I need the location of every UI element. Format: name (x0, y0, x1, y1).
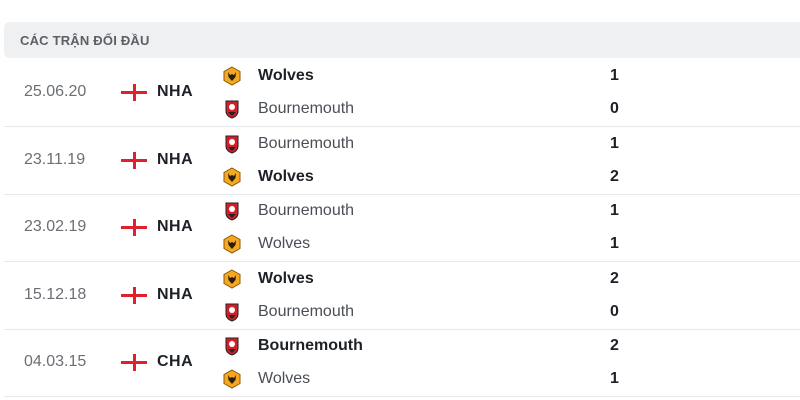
team-score: 1 (610, 134, 619, 152)
team-line: Wolves 1 (222, 367, 642, 391)
team-score: 1 (610, 235, 619, 252)
team-line: Bournemouth 1 (222, 132, 642, 156)
team-name: Wolves (258, 235, 311, 252)
wolves-logo-icon (222, 66, 242, 86)
team-score: 0 (610, 302, 619, 320)
team-line: Wolves 2 (222, 267, 642, 291)
team-score: 1 (610, 67, 619, 84)
match-date: 04.03.15 (24, 353, 87, 370)
team-line: Bournemouth 2 (222, 334, 642, 358)
team-name: Bournemouth (258, 302, 355, 320)
team-line: Bournemouth 0 (222, 97, 642, 121)
england-flag-icon (121, 84, 147, 101)
wolves-logo-icon (222, 234, 242, 254)
team-name: Wolves (258, 370, 311, 387)
competition-label: CHA (157, 353, 194, 370)
match-date: 23.02.19 (24, 218, 87, 235)
match-date: 23.11.19 (24, 150, 86, 168)
match-row[interactable]: 15.12.18 NHA Wolves 2 Bournemouth 0 (4, 262, 800, 330)
match-row[interactable]: 23.11.19 NHA Bournemouth 1 Wolves 2 (4, 127, 800, 195)
team-line: Bournemouth 1 (222, 199, 642, 223)
team-score: 1 (610, 370, 619, 387)
bournemouth-logo-icon (222, 134, 242, 154)
england-flag-icon (121, 219, 147, 236)
team-name: Bournemouth (258, 337, 363, 354)
section-title: CÁC TRẬN ĐỐI ĐẦU (20, 33, 150, 48)
section-header: CÁC TRẬN ĐỐI ĐẦU (4, 22, 800, 58)
team-line: Wolves 1 (222, 232, 642, 256)
wolves-logo-icon (222, 166, 242, 187)
team-name: Bournemouth (258, 134, 355, 152)
match-row[interactable]: 23.02.19 NHA Bournemouth 1 Wolves 1 (4, 194, 800, 262)
team-name: Wolves (258, 167, 314, 185)
competition-label: NHA (157, 150, 194, 168)
team-name: Wolves (258, 67, 314, 84)
bournemouth-logo-icon (222, 302, 242, 322)
team-name: Wolves (258, 269, 314, 287)
england-flag-icon (121, 354, 147, 371)
england-flag-icon (121, 151, 147, 169)
team-name: Bournemouth (258, 100, 355, 117)
wolves-logo-icon (222, 369, 242, 389)
team-name: Bournemouth (258, 202, 355, 219)
team-score: 2 (610, 337, 619, 354)
competition-label: NHA (157, 218, 194, 235)
match-date: 25.06.20 (24, 83, 87, 100)
match-date: 15.12.18 (24, 285, 87, 303)
bournemouth-logo-icon (222, 99, 242, 119)
match-row[interactable]: 04.03.15 CHA Bournemouth 2 Wolves 1 (4, 329, 800, 397)
team-line: Bournemouth 0 (222, 300, 642, 324)
team-line: Wolves 1 (222, 64, 642, 88)
team-score: 2 (610, 167, 619, 185)
bournemouth-logo-icon (222, 336, 242, 356)
competition-label: NHA (157, 83, 194, 100)
wolves-logo-icon (222, 268, 242, 289)
team-score: 1 (610, 202, 619, 219)
match-row[interactable]: 25.06.20 NHA Wolves 1 Bournemouth 0 (4, 59, 800, 127)
team-score: 2 (610, 269, 619, 287)
england-flag-icon (121, 286, 147, 304)
bournemouth-logo-icon (222, 201, 242, 221)
competition-label: NHA (157, 285, 194, 303)
team-score: 0 (610, 100, 619, 117)
team-line: Wolves 2 (222, 165, 642, 189)
